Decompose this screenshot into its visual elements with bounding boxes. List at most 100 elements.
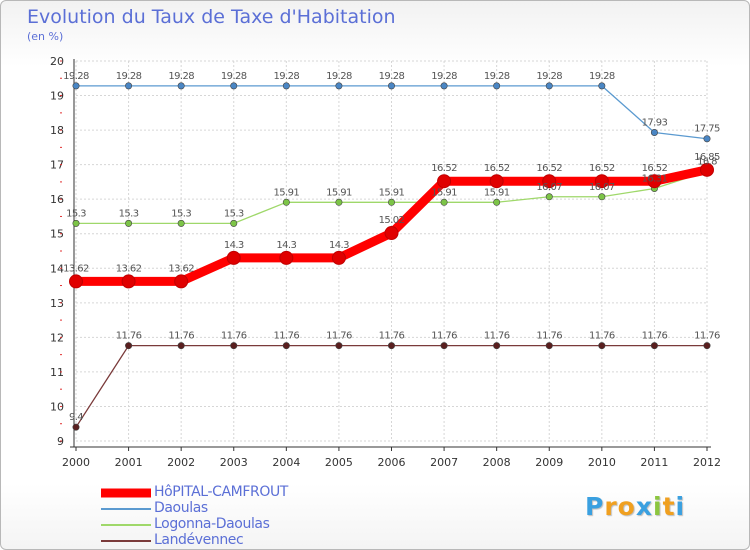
data-label: 16.52	[431, 163, 457, 174]
logo-letter: P	[585, 492, 605, 521]
data-label: 11.76	[642, 331, 668, 342]
data-label: 16.07	[589, 182, 615, 193]
data-label: 19.28	[536, 71, 562, 82]
data-point	[230, 219, 238, 227]
data-label: 11.76	[536, 331, 562, 342]
y-tick-label: 13	[50, 297, 64, 310]
data-label: 15.91	[484, 187, 510, 198]
data-label: 19.28	[431, 71, 457, 82]
data-point	[387, 82, 395, 90]
x-tick-label: 2005	[325, 456, 353, 469]
data-point	[650, 129, 658, 137]
y-tick-label: 11	[50, 366, 64, 379]
data-label: 11.76	[484, 331, 510, 342]
y-tick-label: 20	[50, 55, 64, 68]
data-point	[230, 342, 238, 350]
x-tick-label: 2006	[378, 456, 406, 469]
data-point	[72, 423, 80, 431]
data-label: 15.3	[171, 208, 191, 219]
grid-layer	[75, 60, 708, 442]
data-point	[335, 82, 343, 90]
data-point	[177, 219, 185, 227]
data-point	[230, 82, 238, 90]
x-tick-label: 2010	[588, 456, 616, 469]
data-point	[493, 342, 501, 350]
data-point	[594, 174, 609, 189]
data-label: 16.07	[536, 182, 562, 193]
data-label: 19.28	[326, 71, 352, 82]
data-label: 15.91	[274, 187, 300, 198]
x-tick-label: 2012	[693, 456, 721, 469]
data-label: 11.76	[431, 331, 457, 342]
y-tick-label: 12	[50, 331, 64, 344]
data-point	[279, 250, 294, 265]
data-point	[440, 82, 448, 90]
data-label: 15.3	[224, 208, 244, 219]
data-point	[335, 198, 343, 206]
data-point	[440, 342, 448, 350]
data-label: 9.4	[69, 412, 83, 423]
data-point	[489, 174, 504, 189]
data-label: 15.91	[326, 187, 352, 198]
data-point	[335, 342, 343, 350]
legend-item: HôPITAL-CAMFROUT	[101, 484, 361, 501]
y-tick-label: 17	[50, 159, 64, 172]
x-tick-label: 2002	[167, 456, 195, 469]
y-tick-label: 14	[50, 262, 64, 275]
logo-letter: i	[653, 492, 663, 521]
data-label: 15.3	[66, 208, 86, 219]
data-label: 17.93	[642, 118, 668, 129]
data-point	[69, 274, 83, 289]
data-point	[703, 135, 711, 143]
y-unit-label: (en %)	[27, 30, 64, 43]
data-point	[331, 250, 346, 265]
legend-swatch	[101, 524, 151, 526]
legend-item: Landévennec	[101, 532, 361, 549]
axis-layer: 9101112131415161718192020002001200220032…	[50, 55, 721, 469]
x-tick-label: 2007	[430, 456, 458, 469]
data-label: 19.28	[379, 71, 405, 82]
legend-item: Daoulas	[101, 500, 361, 517]
legend-label: Logonna-Daoulas	[154, 516, 270, 532]
data-point	[282, 342, 290, 350]
data-point	[384, 226, 399, 241]
data-label: 13.62	[63, 263, 89, 274]
data-label: 11.76	[589, 331, 615, 342]
data-label: 19.28	[168, 71, 194, 82]
logo-letter: x	[635, 492, 653, 521]
data-point	[125, 342, 133, 350]
data-point	[387, 342, 395, 350]
y-tick-label: 15	[50, 228, 64, 241]
data-point	[125, 219, 133, 227]
data-point	[282, 198, 290, 206]
legend-swatch	[101, 540, 151, 542]
data-label: 15.91	[379, 187, 405, 198]
data-label: 11.76	[694, 331, 720, 342]
data-label: 11.76	[116, 331, 142, 342]
data-point	[545, 193, 553, 201]
data-point	[703, 342, 711, 350]
x-tick-label: 2008	[483, 456, 511, 469]
data-label: 14.3	[224, 240, 244, 251]
legend-label: Landévennec	[154, 532, 244, 548]
data-label: 11.76	[274, 331, 300, 342]
data-label: 11.76	[379, 331, 405, 342]
data-point	[174, 274, 189, 289]
data-label: 19.28	[63, 71, 89, 82]
data-point	[125, 82, 133, 90]
data-label: 19.28	[484, 71, 510, 82]
data-label: 14.3	[276, 240, 296, 251]
data-label: 19.28	[274, 71, 300, 82]
data-point	[545, 82, 553, 90]
data-label: 13.62	[116, 263, 142, 274]
data-point	[598, 342, 606, 350]
x-tick-label: 2004	[272, 456, 300, 469]
y-tick-label: 10	[50, 400, 64, 413]
data-label: 11.76	[168, 331, 194, 342]
proxiti-logo: Proxiti	[585, 492, 685, 521]
data-point	[177, 342, 185, 350]
data-point	[282, 82, 290, 90]
data-point	[72, 82, 80, 90]
page-title: Evolution du Taux de Taxe d'Habitation	[27, 6, 396, 28]
y-tick-label: 16	[50, 193, 64, 206]
